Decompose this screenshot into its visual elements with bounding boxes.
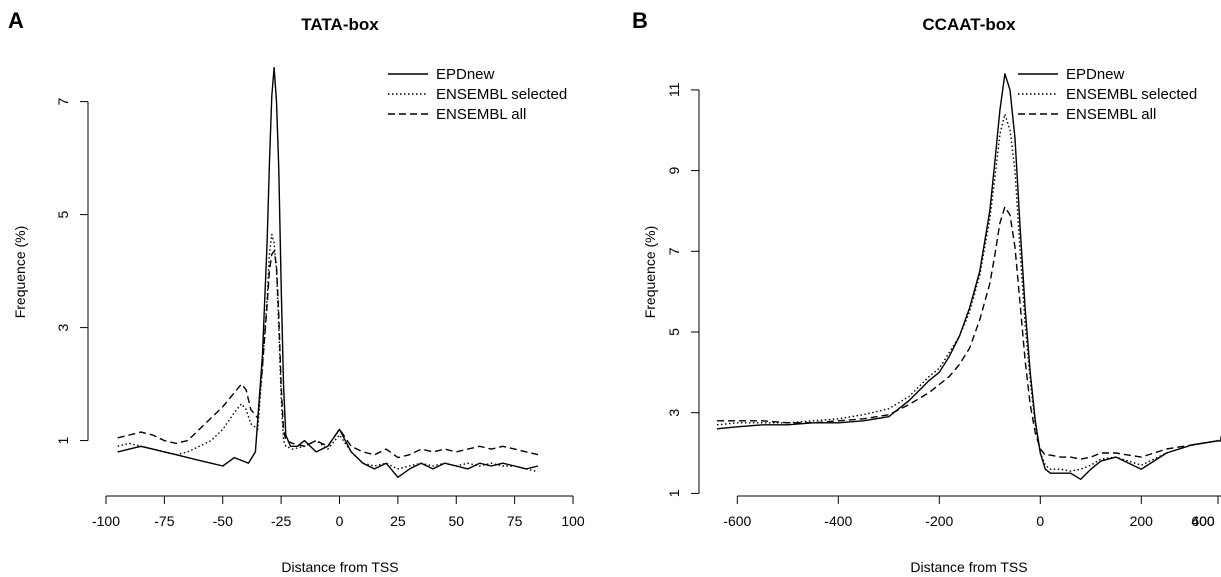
legend-entry: EPDnew — [436, 66, 495, 83]
series-lines — [716, 73, 1221, 480]
legend-entry: ENSEMBL selected — [436, 86, 567, 103]
axes: -100 -75 -50 -25 0 25 50 75 100 1 3 5 7 — [55, 97, 585, 529]
x-tick-label: -400 — [824, 513, 852, 529]
y-axis-label: Frequence (%) — [642, 226, 658, 319]
chart-title: TATA-box — [301, 15, 379, 34]
y-tick-label: 11 — [666, 82, 682, 97]
y-tick-label: 9 — [666, 166, 682, 174]
y-tick-label: 1 — [666, 489, 682, 497]
series-line — [117, 66, 539, 478]
series-line — [717, 206, 1221, 460]
x-tick-label: 400 — [1191, 513, 1215, 529]
x-tick-label: -100 — [92, 513, 120, 529]
x-tick-label: -50 — [213, 513, 233, 529]
y-tick-label: 3 — [55, 323, 71, 331]
x-tick-label: -75 — [154, 513, 174, 529]
y-axis-label: Frequence (%) — [12, 226, 28, 319]
series-line — [716, 113, 1221, 472]
y-tick-label: 5 — [55, 210, 71, 218]
x-axis-label: Distance from TSS — [281, 559, 398, 575]
x-tick-label: 0 — [1036, 513, 1044, 529]
x-tick-label: 0 — [336, 513, 344, 529]
series-line — [716, 73, 1221, 480]
series-line — [117, 250, 539, 459]
legend-entry: ENSEMBL selected — [1066, 86, 1197, 103]
legend-entry: EPDnew — [1066, 66, 1125, 83]
panel-b: B CCAAT-box Distance from TSS Frequence … — [632, 8, 1221, 575]
y-tick-label: 7 — [666, 247, 682, 255]
chart-title: CCAAT-box — [922, 15, 1016, 34]
y-tick-label: 5 — [666, 328, 682, 336]
x-axis-label: Distance from TSS — [910, 559, 1027, 575]
x-tick-label: 100 — [561, 513, 585, 529]
x-tick-label: 25 — [390, 513, 406, 529]
x-tick-label: -25 — [271, 513, 291, 529]
x-tick-label: 200 — [1130, 513, 1154, 529]
series-line — [117, 233, 539, 473]
legend-entry: ENSEMBL all — [436, 106, 526, 123]
y-tick-label: 7 — [55, 97, 71, 105]
legend: EPDnew ENSEMBL selected ENSEMBL all — [388, 66, 567, 123]
panel-letter: A — [8, 8, 24, 33]
x-tick-label: 600 — [1191, 513, 1215, 529]
legend: EPDnew ENSEMBL selected ENSEMBL all — [1018, 66, 1197, 123]
panel-letter: B — [632, 8, 648, 33]
x-tick-label: 75 — [507, 513, 523, 529]
x-tick-label: -200 — [925, 513, 953, 529]
y-tick-label: 3 — [666, 409, 682, 417]
panel-a: A TATA-box Distance from TSS Frequence (… — [8, 8, 585, 575]
legend-entry: ENSEMBL all — [1066, 106, 1156, 123]
x-tick-label: -600 — [723, 513, 751, 529]
y-tick-label: 1 — [55, 436, 71, 444]
x-tick-label: 50 — [448, 513, 464, 529]
series-lines — [117, 66, 539, 478]
